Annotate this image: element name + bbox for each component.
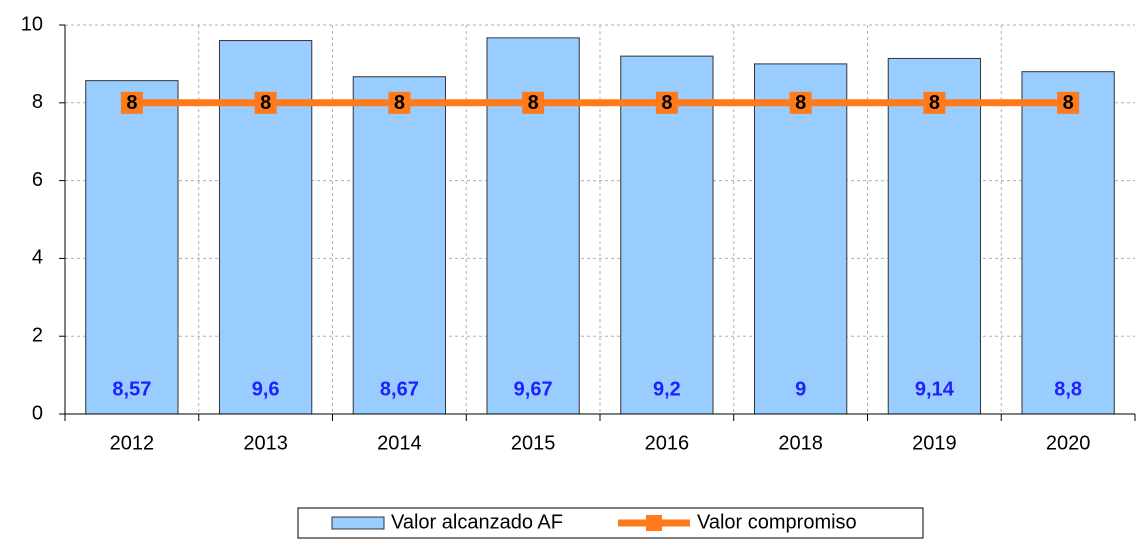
data-label: 8 (795, 92, 806, 114)
data-label: 9,6 (252, 378, 280, 400)
line-marker (923, 91, 946, 114)
bar (85, 80, 179, 415)
x-tick-label: 2019 (912, 432, 957, 454)
data-label: 8 (1063, 92, 1074, 114)
line-marker (522, 91, 545, 114)
x-tick-label: 2012 (110, 432, 155, 454)
y-tick-label: 2 (32, 324, 43, 346)
line-marker (254, 91, 277, 114)
data-label: 8 (394, 92, 405, 114)
data-label: 8 (661, 92, 672, 114)
line-marker (120, 91, 143, 114)
data-label: 8,57 (112, 378, 151, 400)
line-marker (789, 91, 812, 114)
legend-swatch (331, 516, 385, 530)
data-label: 9,14 (915, 378, 955, 400)
x-tick-label: 2016 (645, 432, 690, 454)
line-marker (655, 91, 678, 114)
data-label: 9 (795, 378, 806, 400)
bar (1021, 71, 1115, 415)
data-label: 9,2 (653, 378, 681, 400)
y-tick-label: 4 (32, 247, 43, 269)
data-label: 8,8 (1054, 378, 1082, 400)
line-marker (388, 91, 411, 114)
data-label: 8 (260, 92, 271, 114)
data-label: 8 (929, 92, 940, 114)
data-label: 9,67 (514, 378, 553, 400)
x-tick-label: 2014 (377, 432, 422, 454)
data-label: 8 (126, 92, 137, 114)
bar (352, 76, 447, 415)
y-tick-label: 10 (21, 13, 43, 35)
bar (887, 57, 982, 415)
data-label: 8 (528, 92, 539, 114)
y-tick-label: 0 (32, 402, 43, 424)
data-label: 8,67 (380, 378, 419, 400)
bar (753, 63, 848, 415)
x-tick-label: 2018 (778, 432, 823, 454)
x-tick-label: 2020 (1046, 432, 1091, 454)
legend-label: Valor alcanzado AF (391, 511, 563, 533)
x-tick-label: 2013 (243, 432, 288, 454)
x-tick-label: 2015 (511, 432, 556, 454)
y-tick-label: 8 (32, 91, 43, 113)
legend-swatch (646, 515, 662, 531)
legend-label: Valor compromiso (697, 511, 857, 533)
legend-box (297, 507, 924, 539)
y-tick-label: 6 (32, 169, 43, 191)
line-marker (1057, 91, 1080, 114)
